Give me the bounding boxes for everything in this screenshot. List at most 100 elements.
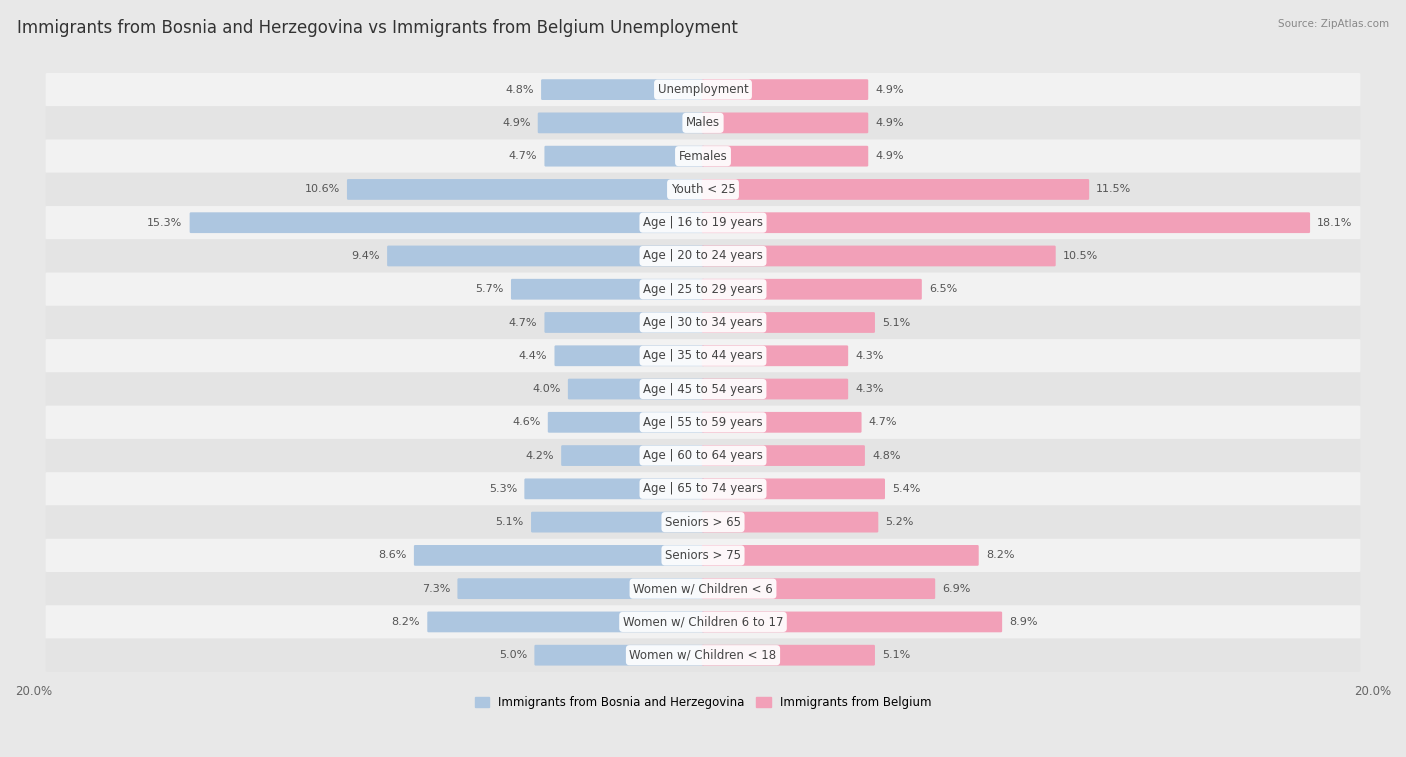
Text: 8.2%: 8.2% (986, 550, 1014, 560)
FancyBboxPatch shape (524, 478, 704, 499)
Text: Women w/ Children < 18: Women w/ Children < 18 (630, 649, 776, 662)
FancyBboxPatch shape (45, 506, 1361, 539)
FancyBboxPatch shape (702, 478, 884, 499)
Text: 6.9%: 6.9% (942, 584, 970, 593)
FancyBboxPatch shape (702, 113, 869, 133)
Text: 7.3%: 7.3% (422, 584, 450, 593)
FancyBboxPatch shape (45, 439, 1361, 472)
FancyBboxPatch shape (544, 146, 704, 167)
FancyBboxPatch shape (702, 545, 979, 565)
FancyBboxPatch shape (702, 378, 848, 400)
FancyBboxPatch shape (702, 345, 848, 366)
FancyBboxPatch shape (45, 539, 1361, 572)
FancyBboxPatch shape (537, 113, 704, 133)
Legend: Immigrants from Bosnia and Herzegovina, Immigrants from Belgium: Immigrants from Bosnia and Herzegovina, … (470, 691, 936, 714)
Text: 4.8%: 4.8% (506, 85, 534, 95)
FancyBboxPatch shape (45, 173, 1361, 206)
FancyBboxPatch shape (702, 645, 875, 665)
Text: 6.5%: 6.5% (929, 284, 957, 294)
Text: 4.9%: 4.9% (502, 118, 530, 128)
FancyBboxPatch shape (702, 79, 869, 100)
Text: 4.7%: 4.7% (869, 417, 897, 427)
FancyBboxPatch shape (702, 512, 879, 532)
Text: 11.5%: 11.5% (1097, 185, 1132, 195)
Text: 4.3%: 4.3% (855, 350, 884, 361)
FancyBboxPatch shape (541, 79, 704, 100)
Text: 8.6%: 8.6% (378, 550, 406, 560)
FancyBboxPatch shape (702, 412, 862, 433)
FancyBboxPatch shape (45, 239, 1361, 273)
Text: Age | 25 to 29 years: Age | 25 to 29 years (643, 282, 763, 296)
Text: 4.0%: 4.0% (533, 384, 561, 394)
FancyBboxPatch shape (544, 312, 704, 333)
FancyBboxPatch shape (45, 339, 1361, 372)
FancyBboxPatch shape (45, 206, 1361, 239)
Text: 4.9%: 4.9% (876, 118, 904, 128)
FancyBboxPatch shape (413, 545, 704, 565)
FancyBboxPatch shape (702, 179, 1090, 200)
FancyBboxPatch shape (510, 279, 704, 300)
Text: Age | 30 to 34 years: Age | 30 to 34 years (643, 316, 763, 329)
Text: 10.5%: 10.5% (1063, 251, 1098, 261)
FancyBboxPatch shape (702, 279, 922, 300)
Text: Women w/ Children < 6: Women w/ Children < 6 (633, 582, 773, 595)
Text: Age | 60 to 64 years: Age | 60 to 64 years (643, 449, 763, 462)
FancyBboxPatch shape (702, 245, 1056, 266)
FancyBboxPatch shape (45, 73, 1361, 106)
Text: 4.6%: 4.6% (512, 417, 541, 427)
Text: Age | 65 to 74 years: Age | 65 to 74 years (643, 482, 763, 495)
FancyBboxPatch shape (548, 412, 704, 433)
Text: 4.7%: 4.7% (509, 151, 537, 161)
Text: Immigrants from Bosnia and Herzegovina vs Immigrants from Belgium Unemployment: Immigrants from Bosnia and Herzegovina v… (17, 19, 738, 37)
Text: Seniors > 75: Seniors > 75 (665, 549, 741, 562)
FancyBboxPatch shape (190, 212, 704, 233)
FancyBboxPatch shape (561, 445, 704, 466)
Text: Age | 45 to 54 years: Age | 45 to 54 years (643, 382, 763, 396)
Text: 4.8%: 4.8% (872, 450, 900, 460)
Text: Age | 20 to 24 years: Age | 20 to 24 years (643, 250, 763, 263)
FancyBboxPatch shape (702, 612, 1002, 632)
Text: 8.9%: 8.9% (1010, 617, 1038, 627)
FancyBboxPatch shape (45, 639, 1361, 671)
Text: 5.1%: 5.1% (882, 317, 910, 328)
Text: 5.3%: 5.3% (489, 484, 517, 494)
FancyBboxPatch shape (534, 645, 704, 665)
Text: 5.1%: 5.1% (496, 517, 524, 527)
Text: Males: Males (686, 117, 720, 129)
Text: 4.7%: 4.7% (509, 317, 537, 328)
Text: Females: Females (679, 150, 727, 163)
Text: 5.0%: 5.0% (499, 650, 527, 660)
Text: 18.1%: 18.1% (1317, 218, 1353, 228)
FancyBboxPatch shape (45, 306, 1361, 339)
FancyBboxPatch shape (702, 312, 875, 333)
Text: Source: ZipAtlas.com: Source: ZipAtlas.com (1278, 19, 1389, 29)
Text: 4.2%: 4.2% (526, 450, 554, 460)
FancyBboxPatch shape (45, 572, 1361, 606)
FancyBboxPatch shape (45, 273, 1361, 306)
Text: Age | 16 to 19 years: Age | 16 to 19 years (643, 217, 763, 229)
FancyBboxPatch shape (457, 578, 704, 599)
Text: 4.3%: 4.3% (855, 384, 884, 394)
Text: Unemployment: Unemployment (658, 83, 748, 96)
FancyBboxPatch shape (45, 106, 1361, 139)
Text: 4.4%: 4.4% (519, 350, 547, 361)
Text: 5.1%: 5.1% (882, 650, 910, 660)
Text: 5.7%: 5.7% (475, 284, 503, 294)
Text: Women w/ Children 6 to 17: Women w/ Children 6 to 17 (623, 615, 783, 628)
FancyBboxPatch shape (702, 445, 865, 466)
FancyBboxPatch shape (45, 472, 1361, 506)
FancyBboxPatch shape (45, 139, 1361, 173)
FancyBboxPatch shape (531, 512, 704, 532)
Text: Age | 55 to 59 years: Age | 55 to 59 years (643, 416, 763, 428)
Text: 5.4%: 5.4% (893, 484, 921, 494)
Text: 8.2%: 8.2% (392, 617, 420, 627)
Text: 9.4%: 9.4% (352, 251, 380, 261)
Text: 4.9%: 4.9% (876, 85, 904, 95)
FancyBboxPatch shape (45, 372, 1361, 406)
FancyBboxPatch shape (568, 378, 704, 400)
FancyBboxPatch shape (702, 146, 869, 167)
Text: 10.6%: 10.6% (305, 185, 340, 195)
Text: Seniors > 65: Seniors > 65 (665, 516, 741, 528)
FancyBboxPatch shape (347, 179, 704, 200)
Text: 15.3%: 15.3% (148, 218, 183, 228)
